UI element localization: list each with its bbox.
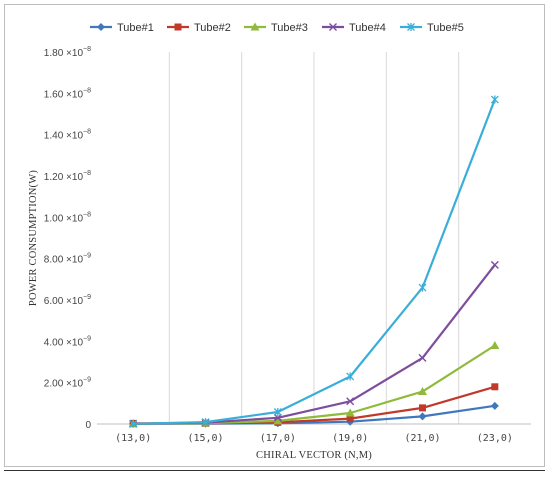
grid-layer <box>168 52 460 424</box>
data-point-tube-4 <box>273 413 282 422</box>
legend-marker <box>250 22 260 31</box>
y-tick-label: 0 <box>85 420 91 431</box>
data-point-tube-1 <box>490 401 499 410</box>
y-tick-label: 1.80 ×10−8 <box>44 46 91 59</box>
data-point-tube-2 <box>346 415 354 423</box>
data-point-tube-3 <box>273 416 283 425</box>
series-line-tube-5 <box>133 99 496 425</box>
legend-marker <box>97 23 105 31</box>
y-tick-label: 1.60 ×10−8 <box>44 87 91 100</box>
data-point-tube-5 <box>490 95 499 104</box>
data-point-tube-4 <box>346 397 355 406</box>
y-tick-label: 1.40 ×10−8 <box>44 129 91 142</box>
data-point-tube-4 <box>490 260 499 269</box>
series-layer <box>128 95 500 428</box>
legend-label: Tube#4 <box>349 22 386 34</box>
data-point-tube-3 <box>418 387 427 396</box>
legend-marker <box>329 23 337 31</box>
legend-label: Tube#1 <box>117 22 154 34</box>
y-tick-label: 8.00 ×10−9 <box>44 253 91 266</box>
data-point-tube-4 <box>418 353 427 362</box>
x-tick-label: (13,0) <box>115 433 151 444</box>
data-point-tube-2 <box>491 383 499 391</box>
data-point-tube-3 <box>490 340 500 349</box>
data-point-tube-5 <box>273 408 282 417</box>
data-point-tube-3 <box>345 408 355 417</box>
data-point-tube-2 <box>419 404 426 412</box>
x-tick-label: (19,0) <box>332 433 368 444</box>
data-point-tube-5 <box>346 372 355 381</box>
legend-label: Tube#5 <box>427 22 464 34</box>
data-point-tube-1 <box>418 412 427 421</box>
chart-frame <box>4 4 545 467</box>
axis-layer: 0 2.00 ×10−9 4.00 ×10−9 6.00 ×10−9 8.00 ×10−… <box>44 46 531 444</box>
y-tick-label: 6.00 ×10−9 <box>44 294 91 307</box>
x-axis-title: CHIRAL VECTOR (N,M) <box>256 450 372 461</box>
legend-layer: Tube#1 Tube#2 Tube#3 Tube#4 Tube#5 <box>90 22 464 34</box>
y-axis-title: POWER CONSUMPTION(W) <box>28 170 39 306</box>
legend-item-tube-3: Tube#3 <box>244 22 308 34</box>
y-tick-label: 4.00 ×10−9 <box>44 335 91 348</box>
legend-item-tube-5: Tube#5 <box>400 22 464 34</box>
x-tick-label: (21,0) <box>404 433 440 444</box>
legend-item-tube-4: Tube#4 <box>322 22 386 34</box>
legend-item-tube-2: Tube#2 <box>167 22 231 34</box>
legend-item-tube-1: Tube#1 <box>90 22 154 34</box>
y-tick-label: 2.00 ×10−9 <box>44 377 91 390</box>
y-tick-label: 1.20 ×10−8 <box>44 170 91 183</box>
legend-marker <box>174 23 182 31</box>
y-tick-label: 1.00 ×10−8 <box>44 211 91 224</box>
legend-marker <box>407 23 415 31</box>
legend-label: Tube#2 <box>194 22 231 34</box>
bottom-rule <box>4 470 545 471</box>
legend-label: Tube#3 <box>271 22 308 34</box>
data-point-tube-5 <box>129 419 138 428</box>
x-tick-label: (17,0) <box>260 433 296 444</box>
x-tick-label: (15,0) <box>187 433 223 444</box>
data-point-tube-5 <box>418 283 427 292</box>
data-point-tube-5 <box>201 418 210 427</box>
x-tick-label: (23,0) <box>477 433 513 444</box>
